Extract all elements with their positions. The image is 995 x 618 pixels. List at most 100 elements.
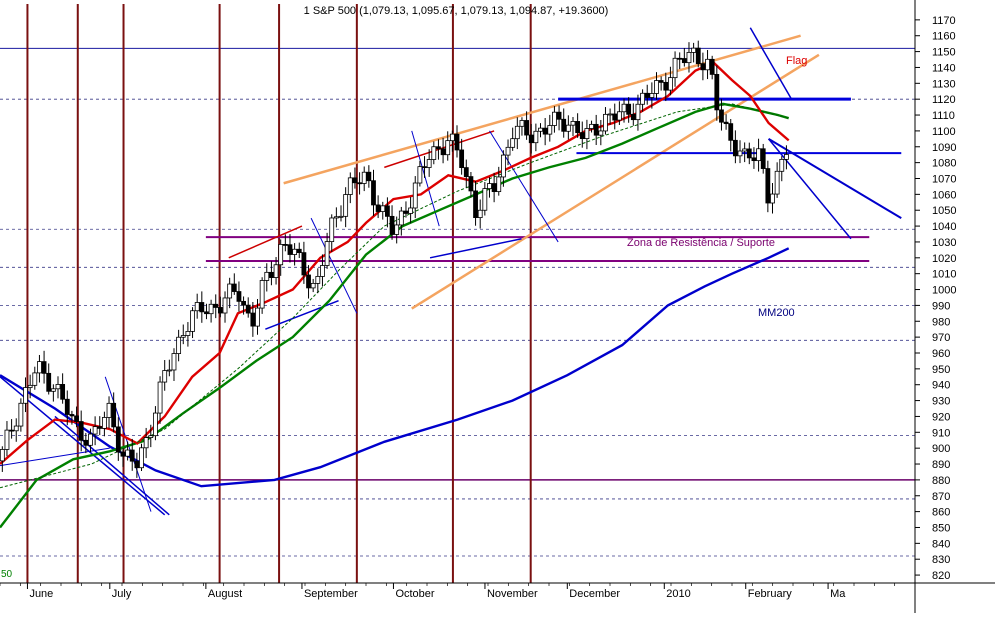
sept-thin-down (310, 217, 358, 314)
candle-body (552, 111, 557, 126)
candle-body (231, 283, 237, 292)
candle-body (338, 215, 344, 218)
candle-body (324, 241, 330, 266)
candle-body (784, 154, 789, 160)
candle-body (78, 421, 84, 441)
candle-body (607, 113, 613, 116)
candle-body (482, 188, 488, 211)
candle-body (630, 113, 636, 121)
candle-body (737, 150, 743, 157)
candle-body (403, 210, 409, 214)
candle-body (46, 372, 52, 392)
candle-body (185, 330, 191, 336)
candle-body (575, 121, 581, 134)
chart-title: 1 S&P 500 (1,079.13, 1,095.67, 1,079.13,… (304, 5, 609, 17)
candle-body (556, 111, 562, 120)
candle-body (9, 429, 14, 432)
y-tick-label: 1110 (932, 110, 955, 122)
candle-body (194, 302, 200, 312)
candle-body (18, 402, 24, 427)
candle-body (371, 180, 376, 206)
candle-body (50, 388, 56, 392)
candle-body (269, 271, 274, 278)
candle-body (672, 57, 678, 79)
candle-body (69, 414, 75, 417)
candle-body (449, 133, 455, 142)
candle-body (459, 149, 465, 168)
x-tick-label: 2010 (666, 588, 690, 600)
candle-body (644, 92, 650, 98)
y-tick-label: 1070 (932, 173, 956, 185)
candle-body (589, 123, 594, 129)
candle-body (134, 460, 140, 469)
y-tick-label: 1150 (932, 47, 956, 59)
x-tick-label: July (112, 588, 132, 600)
candle-body (273, 264, 279, 278)
candle-body (301, 252, 307, 276)
candle-body (533, 130, 539, 144)
candle-body (468, 176, 474, 192)
candle-body (32, 372, 38, 386)
candle-body (505, 146, 511, 156)
candle-body (352, 177, 358, 184)
top-trendline (749, 27, 793, 100)
candle-body (375, 204, 381, 212)
candle-body (120, 451, 126, 457)
candle-body (148, 435, 154, 438)
x-tick-label: November (487, 588, 538, 600)
candle-body (454, 133, 460, 151)
candle-body (129, 449, 135, 462)
candle-body (635, 103, 641, 121)
candle-body (621, 103, 627, 113)
candle-body (500, 154, 506, 178)
candle-body (431, 146, 437, 160)
candle-body (361, 171, 367, 184)
candle-body (259, 280, 265, 309)
corner-label: 50 (1, 569, 13, 580)
candle-body (496, 176, 502, 193)
candle-body (64, 398, 70, 415)
candle-body (97, 426, 103, 429)
candle-body (528, 134, 534, 144)
candle-body (774, 170, 780, 195)
y-tick-label: 1000 (932, 285, 956, 297)
candle-body (162, 370, 168, 383)
candle-body (255, 307, 260, 327)
candle-body (306, 274, 311, 289)
candle-body (519, 120, 525, 127)
y-tick-label: 840 (932, 538, 950, 550)
y-tick-label: 970 (932, 332, 950, 344)
y-tick-label: 1130 (932, 78, 956, 90)
candle-body (88, 433, 93, 446)
candle-body (106, 402, 112, 418)
y-tick-label: 1060 (932, 189, 956, 201)
candle-body (723, 121, 729, 125)
y-tick-label: 1160 (932, 31, 956, 43)
candle-body (333, 216, 339, 219)
candle-body (143, 437, 149, 449)
candle-body (579, 132, 585, 140)
candle-body (213, 303, 219, 308)
y-tick-label: 850 (932, 522, 950, 534)
y-tick-label: 1090 (932, 142, 956, 154)
candle-body (491, 183, 497, 193)
y-tick-label: 1140 (932, 62, 956, 74)
candle-body (751, 157, 757, 162)
y-tick-label: 1040 (932, 221, 956, 233)
candle-body (287, 244, 293, 255)
candle-body (320, 265, 325, 277)
ma-line-thin (0, 103, 789, 489)
candle-body (681, 58, 687, 64)
nov-thin-down (489, 130, 559, 243)
flag-channel-upper (768, 137, 902, 220)
candle-body (487, 183, 492, 190)
candle-body (27, 384, 33, 388)
y-tick-label: 1100 (932, 126, 956, 138)
candle-body (217, 307, 223, 314)
y-tick-label: 890 (932, 459, 950, 471)
june-channel-lower (54, 415, 170, 516)
candle-body (125, 449, 130, 457)
x-tick-label: October (395, 588, 434, 600)
candle-body (440, 148, 446, 156)
